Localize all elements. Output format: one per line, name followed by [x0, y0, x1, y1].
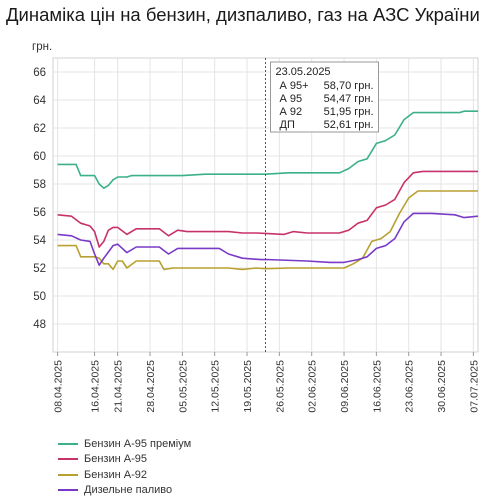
- tooltip-date: 23.05.2025: [276, 66, 331, 78]
- legend-label: Бензин А-95 преміум: [84, 438, 191, 450]
- tooltip-series-name: ДП: [280, 119, 295, 131]
- legend-item[interactable]: Бензин А-92: [58, 467, 191, 483]
- tooltip-series-value: 54,47 грн.: [324, 93, 374, 105]
- legend-item[interactable]: Бензин А-95 преміум: [58, 436, 191, 452]
- y-tick-label: 64: [33, 95, 46, 107]
- legend-item[interactable]: Дизельне паливо: [58, 483, 191, 498]
- tooltip-series-name: А 95: [280, 93, 303, 105]
- x-tick-label: 16.06.2025: [371, 360, 383, 413]
- x-tick-label: 28.04.2025: [145, 360, 157, 413]
- y-tick-label: 56: [33, 207, 46, 219]
- tooltip-series-value: 51,95 грн.: [324, 106, 374, 118]
- x-tick-label: 23.06.2025: [404, 360, 416, 413]
- x-tick-label: 19.05.2025: [242, 360, 254, 413]
- legend-label: Дизельне паливо: [84, 484, 172, 496]
- series-line-2: [58, 171, 478, 247]
- y-tick-label: 66: [33, 67, 46, 79]
- series-line-4: [58, 213, 478, 265]
- x-tick-label: 05.05.2025: [177, 360, 189, 413]
- legend-swatch: [58, 458, 78, 460]
- legend-swatch: [58, 443, 78, 445]
- y-tick-label: 50: [33, 291, 46, 303]
- tooltip-series-value: 58,70 грн.: [324, 80, 374, 92]
- line-chart: грн. 48 50 52 54 56 58 60 62 64 66 08.04.2025 16.04…: [0, 0, 490, 430]
- legend-swatch: [58, 489, 78, 491]
- legend-label: Бензин А-95: [84, 453, 147, 465]
- tooltip-series-name: А 95+: [280, 80, 309, 92]
- x-tick-label: 26.05.2025: [274, 360, 286, 413]
- series-line-1: [58, 111, 478, 188]
- x-tick-label: 30.06.2025: [436, 360, 448, 413]
- x-tick-label: 16.04.2025: [90, 360, 102, 413]
- x-tick-label: 12.05.2025: [210, 360, 222, 413]
- y-axis-label: грн.: [32, 41, 52, 53]
- y-tick-label: 54: [33, 235, 46, 247]
- y-tick-label: 52: [33, 263, 46, 275]
- tooltip-series-value: 52,61 грн.: [324, 119, 374, 131]
- series-lines: [58, 111, 478, 269]
- legend-swatch: [58, 474, 78, 476]
- y-tick-label: 60: [33, 151, 46, 163]
- tooltip-series-name: А 92: [280, 106, 303, 118]
- x-tick-label: 02.06.2025: [307, 360, 319, 413]
- y-tick-label: 58: [33, 179, 46, 191]
- legend: Бензин А-95 преміум Бензин А-95 Бензин А-9…: [58, 436, 191, 498]
- x-tick-label: 21.04.2025: [113, 360, 125, 413]
- axes: грн. 48 50 52 54 56 58 60 62 64 66 08.04.2025 16.04…: [32, 41, 480, 413]
- hover-cursor: 23.05.2025 А 95+ 58,70 грн. А 95 54,47 грн. А…: [266, 58, 379, 352]
- legend-item[interactable]: Бензин А-95: [58, 452, 191, 468]
- y-tick-label: 62: [33, 123, 46, 135]
- y-tick-label: 48: [33, 319, 46, 331]
- legend-label: Бензин А-92: [84, 469, 147, 481]
- x-tick-label: 08.04.2025: [53, 360, 65, 413]
- x-tick-label: 09.06.2025: [339, 360, 351, 413]
- x-tick-label: 07.07.2025: [468, 360, 480, 413]
